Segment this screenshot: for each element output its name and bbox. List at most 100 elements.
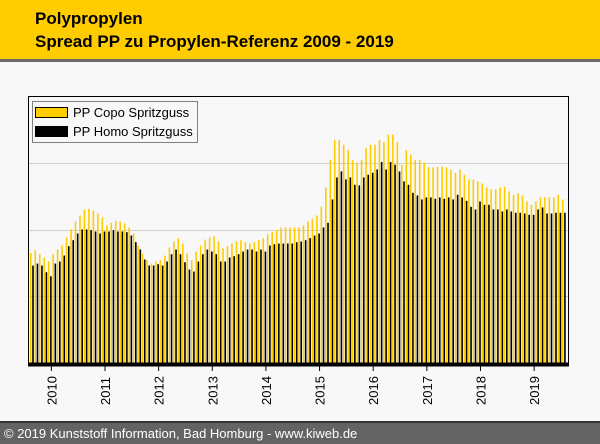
bar-homo xyxy=(228,257,231,363)
bar-homo xyxy=(385,169,387,363)
bar-homo xyxy=(394,164,396,363)
bar-homo xyxy=(99,233,101,363)
bar-homo xyxy=(362,177,365,363)
bar-homo xyxy=(412,192,414,363)
bar-copo xyxy=(378,140,381,363)
bar-copo xyxy=(409,154,412,363)
bar-homo xyxy=(519,212,522,363)
bar-copo xyxy=(333,140,336,363)
bar-homo xyxy=(470,206,472,363)
bar-homo xyxy=(184,262,186,363)
bar-copo xyxy=(454,172,457,363)
bar-homo xyxy=(148,265,151,363)
legend-label-copo: PP Copo Spritzguss xyxy=(73,105,190,120)
bar-copo xyxy=(289,227,291,363)
bar-homo xyxy=(345,179,347,363)
bar-copo xyxy=(517,193,519,363)
bar-homo xyxy=(541,207,544,363)
bar-copo xyxy=(392,134,394,363)
bar-copo xyxy=(356,162,358,363)
chart-subtitle: Spread PP zu Propylen-Referenz 2009 - 20… xyxy=(35,32,394,51)
bar-copo xyxy=(97,213,99,363)
x-tick-label: 2014 xyxy=(259,376,274,405)
bar-copo xyxy=(65,237,68,363)
bar-copo xyxy=(181,243,184,363)
bar-copo xyxy=(360,160,363,363)
bar-copo xyxy=(365,148,367,363)
bar-copo xyxy=(159,260,162,363)
bar-copo xyxy=(503,186,506,363)
bar-homo xyxy=(103,231,106,363)
bar-homo xyxy=(170,254,173,363)
bar-copo xyxy=(494,189,497,363)
bar-copo xyxy=(128,227,130,363)
bar-copo xyxy=(38,254,41,363)
bar-homo xyxy=(452,199,454,363)
bar-homo xyxy=(559,212,562,363)
bar-homo xyxy=(358,185,361,363)
legend-label-homo: PP Homo Spritzguss xyxy=(73,124,193,139)
bar-homo xyxy=(126,232,128,363)
bar-copo xyxy=(441,166,443,363)
bar-copo xyxy=(213,236,215,363)
bar-copo xyxy=(307,221,309,363)
bar-copo xyxy=(83,209,86,363)
title-bar: Polypropylen Spread PP zu Propylen-Refer… xyxy=(0,0,600,62)
bar-copo xyxy=(459,169,461,363)
bar-homo xyxy=(295,242,298,363)
bar-copo xyxy=(396,142,399,363)
x-tick-label: 2011 xyxy=(98,377,113,405)
bar-copo xyxy=(231,243,233,363)
bar-copo xyxy=(521,195,524,363)
bar-copo xyxy=(47,261,50,363)
bar-homo xyxy=(41,265,43,363)
bar-copo xyxy=(43,257,46,363)
bar-homo xyxy=(76,233,79,363)
bar-copo xyxy=(30,252,32,363)
bar-copo xyxy=(468,179,470,363)
bar-homo xyxy=(59,261,61,363)
bar-homo xyxy=(443,198,446,363)
legend: PP Copo Spritzguss PP Homo Spritzguss xyxy=(32,101,198,143)
bar-homo xyxy=(255,251,258,363)
bar-copo xyxy=(253,242,256,363)
bar-copo xyxy=(235,241,238,363)
bar-copo xyxy=(369,144,372,363)
x-tick-label: 2017 xyxy=(420,376,435,405)
legend-item-homo: PP Homo Spritzguss xyxy=(35,122,193,141)
bar-copo xyxy=(284,227,287,363)
bar-copo xyxy=(342,144,345,363)
bar-homo xyxy=(166,261,168,363)
bar-copo xyxy=(70,229,72,363)
chart: 2010 2011 2012 2013 2014 2015 2016 2017 2018 2019 xyxy=(28,96,569,405)
bar-homo xyxy=(430,197,432,363)
bar-homo xyxy=(492,209,495,363)
bar-copo xyxy=(450,169,452,363)
legend-swatch-homo xyxy=(35,126,68,137)
bar-homo xyxy=(461,197,463,363)
bar-copo xyxy=(88,208,90,363)
copyright-text: © 2019 Kunststoff Information, Bad Hombu… xyxy=(4,426,358,441)
bar-copo xyxy=(79,215,81,363)
legend-item-copo: PP Copo Spritzguss xyxy=(35,103,193,122)
bar-homo xyxy=(398,171,401,363)
bar-copo xyxy=(262,238,265,363)
bar-homo xyxy=(336,177,338,363)
bar-homo xyxy=(376,169,378,363)
bar-copo xyxy=(401,164,403,363)
bar-copo xyxy=(485,187,488,363)
bar-homo xyxy=(331,199,334,363)
bar-homo xyxy=(322,227,325,363)
bar-copo xyxy=(271,232,273,363)
bar-copo xyxy=(405,150,408,363)
bar-copo xyxy=(137,245,139,363)
bar-homo xyxy=(219,261,222,363)
bar-copo xyxy=(463,174,466,363)
bar-copo xyxy=(74,221,77,363)
x-tick-label: 2010 xyxy=(44,376,59,405)
bar-copo xyxy=(557,194,560,363)
bar-homo xyxy=(304,240,307,363)
footer: © 2019 Kunststoff Information, Bad Hombu… xyxy=(0,421,600,444)
bar-copo xyxy=(244,242,247,363)
bar-copo xyxy=(146,260,148,363)
